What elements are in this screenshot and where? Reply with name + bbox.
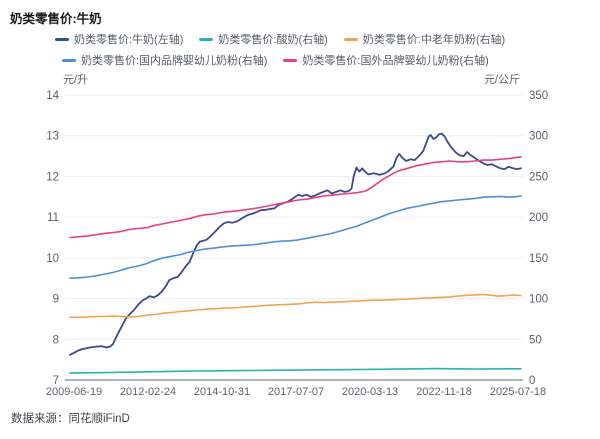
right-tick-label: 50: [529, 334, 542, 346]
right-tick-label: 150: [529, 253, 548, 265]
data-source: 数据来源：同花顺iFinD: [11, 413, 130, 425]
legend-line-marker: [199, 37, 214, 41]
legend: 奶类零售价:牛奶(左轴) 奶类零售价:酸奶(右轴) 奶类零售价:中老年奶粉(右轴…: [0, 31, 505, 68]
left-tick-label: 9: [53, 294, 59, 306]
legend-item-domestic-infant-powder[interactable]: 奶类零售价:国内品牌婴幼儿奶粉(右轴): [62, 52, 267, 68]
x-tick-label: 2022-11-18: [416, 386, 471, 398]
x-tick-label: 2020-03-13: [342, 386, 398, 398]
left-tick-label: 8: [53, 334, 59, 346]
legend-line-marker: [343, 37, 358, 41]
legend-label: 奶类零售价:牛奶(左轴): [74, 34, 184, 46]
x-tick-label: 2017-07-07: [268, 386, 324, 398]
chart-title: 奶类零售价:牛奶: [10, 12, 102, 26]
left-axis-unit: 元/升: [63, 74, 89, 86]
legend-line-marker: [55, 37, 69, 41]
series-line: [69, 156, 522, 239]
x-tick-label: 2009-06-19: [46, 386, 102, 398]
legend-label: 奶类零售价:中老年奶粉(右轴): [362, 34, 506, 46]
legend-line-marker: [283, 58, 298, 62]
right-tick-label: 100: [529, 294, 548, 306]
right-tick-label: 0: [529, 375, 535, 387]
right-axis-unit: 元/公斤: [483, 74, 520, 86]
price-chart: 14 350 13 300 12 250 11 200 10 150 9 100 8 50 7 0 2009-0…: [46, 90, 548, 398]
legend-label: 奶类零售价:国内品牌婴幼儿奶粉(右轴): [81, 55, 268, 67]
left-tick-label: 14: [46, 90, 59, 102]
left-tick-label: 11: [47, 212, 59, 224]
right-tick-label: 350: [529, 90, 548, 102]
legend-row-1: 奶类零售价:牛奶(左轴) 奶类零售价:酸奶(右轴) 奶类零售价:中老年奶粉(右轴…: [55, 31, 505, 47]
right-tick-label: 250: [529, 171, 548, 183]
left-tick-label: 7: [53, 375, 59, 387]
legend-item-foreign-infant-powder[interactable]: 奶类零售价:国外品牌婴幼儿奶粉(右轴): [283, 52, 489, 68]
series-line: [69, 367, 522, 374]
left-tick-label: 13: [46, 131, 59, 143]
series-line: [69, 293, 522, 319]
legend-item-elder-powder[interactable]: 奶类零售价:中老年奶粉(右轴): [343, 31, 506, 47]
legend-label: 奶类零售价:国外品牌婴幼儿奶粉(右轴): [302, 55, 489, 67]
right-tick-label: 200: [529, 212, 548, 224]
x-tick-label: 2025-07-18: [490, 386, 546, 398]
legend-item-yogurt[interactable]: 奶类零售价:酸奶(右轴): [199, 31, 328, 47]
x-tick-label: 2012-02-24: [120, 386, 176, 398]
left-tick-label: 12: [46, 171, 59, 183]
legend-label: 奶类零售价:酸奶(右轴): [218, 34, 328, 46]
series-line: [69, 132, 522, 356]
series-line: [69, 195, 522, 279]
legend-item-milk[interactable]: 奶类零售价:牛奶(左轴): [55, 31, 183, 47]
legend-row-2: 奶类零售价:国内品牌婴幼儿奶粉(右轴) 奶类零售价:国外品牌婴幼儿奶粉(右轴): [62, 52, 505, 68]
left-tick-label: 10: [46, 253, 59, 265]
x-tick-label: 2014-10-31: [194, 386, 250, 398]
right-tick-label: 300: [529, 131, 548, 143]
legend-line-marker: [62, 58, 76, 62]
